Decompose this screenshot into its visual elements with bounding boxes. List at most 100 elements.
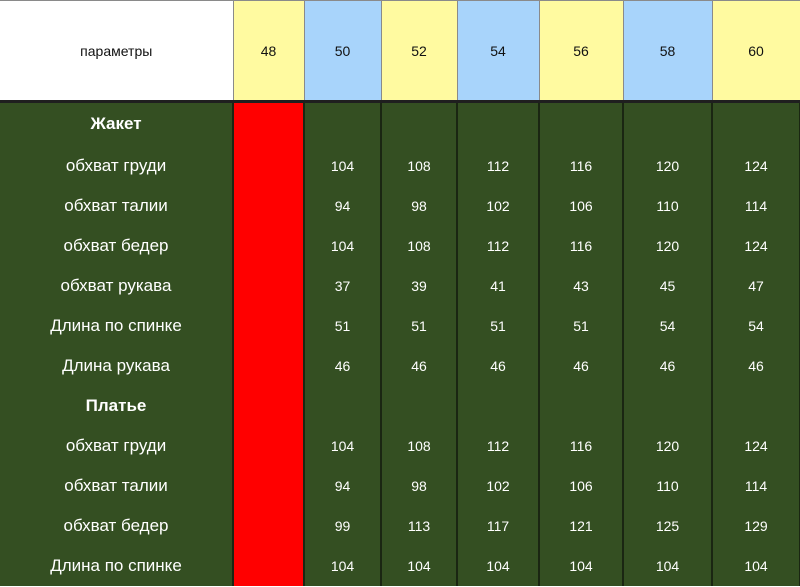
size-48-cell [232, 346, 305, 386]
table-row: Длина по спинке 51 51 51 51 54 54 [0, 306, 800, 346]
value-cell: 120 [622, 226, 713, 266]
table-row: обхват груди 104 108 112 116 120 124 [0, 146, 800, 186]
value-cell: 104 [456, 546, 540, 586]
row-label: Длина по спинке [0, 546, 234, 586]
value-cell: 104 [303, 146, 382, 186]
value-cell: 116 [538, 226, 624, 266]
value-cell: 108 [380, 426, 458, 466]
size-48-cell [232, 466, 305, 506]
value-cell: 106 [538, 186, 624, 226]
value-cell: 117 [456, 506, 540, 546]
value-cell: 104 [711, 546, 800, 586]
value-cell: 104 [303, 546, 382, 586]
value-cell: 113 [380, 506, 458, 546]
size-48-cell [232, 546, 305, 586]
value-cell: 110 [622, 466, 713, 506]
value-cell: 99 [303, 506, 382, 546]
size-48-cell [232, 101, 305, 146]
value-cell [380, 386, 458, 426]
value-cell: 116 [538, 426, 624, 466]
value-cell: 129 [711, 506, 800, 546]
row-label: обхват рукава [0, 266, 234, 306]
value-cell: 124 [711, 146, 800, 186]
value-cell: 125 [622, 506, 713, 546]
size-48-cell [232, 426, 305, 466]
row-label: обхват бедер [0, 506, 234, 546]
value-cell [456, 101, 540, 146]
value-cell: 114 [711, 466, 800, 506]
value-cell [303, 101, 382, 146]
value-cell: 112 [456, 426, 540, 466]
value-cell: 46 [303, 346, 382, 386]
value-cell: 102 [456, 186, 540, 226]
table-row: обхват груди 104 108 112 116 120 124 [0, 426, 800, 466]
row-label: Длина по спинке [0, 306, 234, 346]
value-cell: 120 [622, 146, 713, 186]
size-header: 58 [622, 0, 713, 102]
size-48-cell [232, 386, 305, 426]
size-48-cell [232, 306, 305, 346]
value-cell: 104 [538, 546, 624, 586]
value-cell: 46 [456, 346, 540, 386]
section-label: Платье [0, 386, 234, 426]
value-cell: 104 [303, 426, 382, 466]
section-label: Жакет [0, 101, 234, 146]
value-cell: 110 [622, 186, 713, 226]
value-cell: 54 [622, 306, 713, 346]
value-cell: 51 [456, 306, 540, 346]
value-cell: 51 [538, 306, 624, 346]
value-cell: 46 [622, 346, 713, 386]
value-cell [711, 386, 800, 426]
value-cell: 54 [711, 306, 800, 346]
section-row: Платье [0, 386, 800, 426]
size-48-cell [232, 506, 305, 546]
value-cell [538, 101, 624, 146]
size-48-cell [232, 186, 305, 226]
size-header: 60 [711, 0, 800, 102]
value-cell: 43 [538, 266, 624, 306]
row-label: обхват талии [0, 466, 234, 506]
value-cell: 121 [538, 506, 624, 546]
value-cell: 112 [456, 146, 540, 186]
size-header: 56 [538, 0, 624, 102]
value-cell: 124 [711, 426, 800, 466]
row-label: обхват бедер [0, 226, 234, 266]
size-header: 48 [232, 0, 305, 102]
value-cell: 51 [380, 306, 458, 346]
table-row: Длина по спинке 104 104 104 104 104 104 [0, 546, 800, 586]
table-row: обхват талии 94 98 102 106 110 114 [0, 466, 800, 506]
value-cell [303, 386, 382, 426]
value-cell: 114 [711, 186, 800, 226]
value-cell: 45 [622, 266, 713, 306]
value-cell [456, 386, 540, 426]
value-cell: 46 [711, 346, 800, 386]
row-label: Длина рукава [0, 346, 234, 386]
value-cell: 39 [380, 266, 458, 306]
row-label: обхват талии [0, 186, 234, 226]
value-cell: 37 [303, 266, 382, 306]
size-header: 52 [380, 0, 458, 102]
table-row: Длина рукава 46 46 46 46 46 46 [0, 346, 800, 386]
size-header: 54 [456, 0, 540, 102]
value-cell: 112 [456, 226, 540, 266]
value-cell: 104 [622, 546, 713, 586]
table-row: обхват талии 94 98 102 106 110 114 [0, 186, 800, 226]
value-cell [622, 101, 713, 146]
section-row: Жакет [0, 101, 800, 146]
value-cell [711, 101, 800, 146]
value-cell: 98 [380, 466, 458, 506]
table-row: обхват бедер 104 108 112 116 120 124 [0, 226, 800, 266]
value-cell: 124 [711, 226, 800, 266]
value-cell: 102 [456, 466, 540, 506]
header-row: параметры 48 50 52 54 56 58 60 [0, 0, 800, 102]
value-cell: 94 [303, 186, 382, 226]
value-cell: 51 [303, 306, 382, 346]
value-cell: 120 [622, 426, 713, 466]
value-cell [538, 386, 624, 426]
value-cell: 46 [380, 346, 458, 386]
table-row: обхват бедер 99 113 117 121 125 129 [0, 506, 800, 546]
row-label: обхват груди [0, 146, 234, 186]
value-cell: 116 [538, 146, 624, 186]
